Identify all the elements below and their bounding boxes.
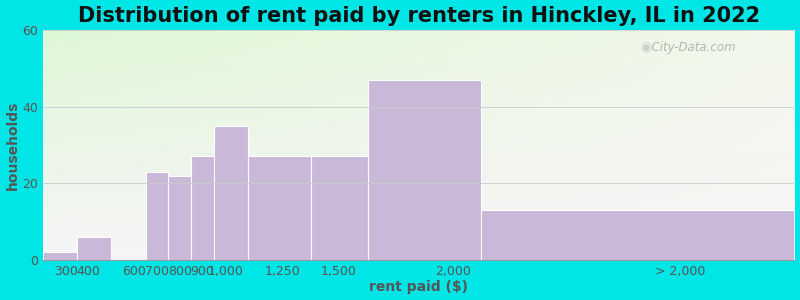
Bar bbox=[214, 126, 248, 260]
Bar bbox=[78, 237, 111, 260]
Bar bbox=[367, 80, 482, 260]
X-axis label: rent paid ($): rent paid ($) bbox=[370, 280, 468, 294]
Title: Distribution of rent paid by renters in Hinckley, IL in 2022: Distribution of rent paid by renters in … bbox=[78, 6, 760, 26]
Text: City-Data.com: City-Data.com bbox=[644, 41, 736, 54]
Bar bbox=[310, 156, 367, 260]
Bar bbox=[482, 210, 794, 260]
Text: ◉: ◉ bbox=[641, 41, 651, 54]
Bar bbox=[146, 172, 168, 260]
Y-axis label: households: households bbox=[6, 100, 19, 190]
Bar bbox=[168, 176, 191, 260]
Bar bbox=[43, 252, 78, 260]
Bar bbox=[191, 156, 214, 260]
Bar bbox=[248, 156, 310, 260]
